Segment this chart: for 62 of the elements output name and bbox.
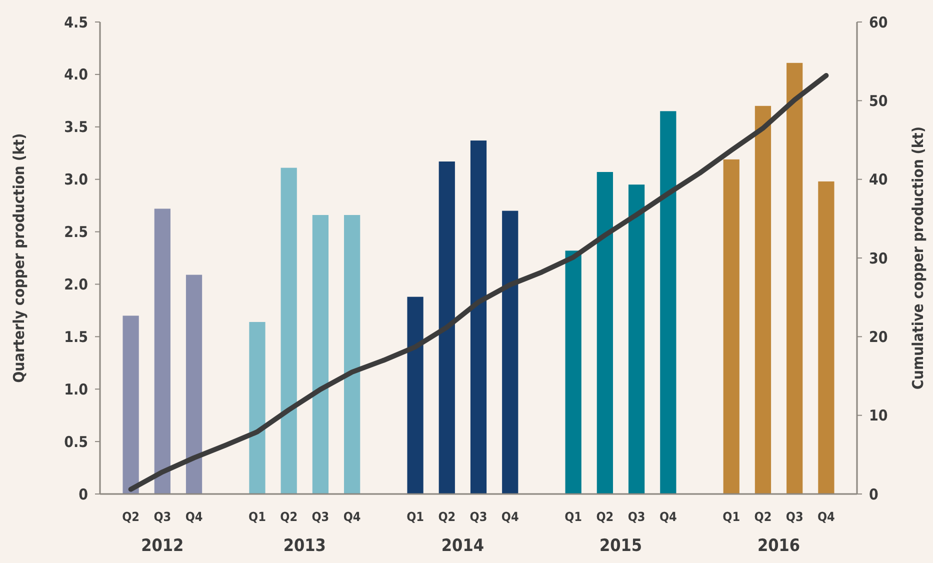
bar (660, 111, 676, 494)
text: 2014 (441, 536, 484, 556)
text: 2016 (757, 536, 800, 556)
x-tick-label: Q1 (722, 509, 740, 524)
x-tick-label: Q3 (628, 509, 646, 524)
y2-tick-label: 30 (869, 249, 888, 268)
bar (596, 172, 613, 494)
bar (628, 184, 645, 494)
x-tick-label: Q4 (343, 509, 361, 524)
bar (122, 316, 139, 494)
bar (249, 322, 266, 494)
bar (786, 62, 803, 494)
bar (154, 208, 170, 494)
x-tick-label: Q4 (501, 509, 519, 524)
y-tick-label: 2.0 (64, 275, 88, 294)
bar (407, 296, 424, 494)
x-tick-label: Q2 (438, 509, 456, 524)
bar (438, 162, 455, 494)
y-axis-title: Quarterly copper production (kt) (10, 133, 28, 383)
x-tick-label: Q1 (564, 509, 582, 524)
text: 2012 (141, 536, 184, 556)
text: 2015 (599, 536, 642, 556)
bar (754, 106, 772, 494)
x-tick-label: Q4 (185, 509, 203, 524)
x-tick-label: Q2 (596, 509, 614, 524)
bar (565, 250, 582, 494)
y-tick-label: 0.5 (64, 432, 88, 451)
bar (312, 214, 329, 494)
y-tick-label: 4.5 (64, 13, 88, 32)
text: 2013 (283, 536, 326, 556)
y2-axis-title: Cumulative copper production (kt) (909, 126, 927, 390)
y2-tick-label: 50 (869, 92, 888, 110)
x-tick-label: Q1 (406, 509, 424, 524)
bar (344, 214, 360, 494)
x-tick-label: Q4 (818, 509, 836, 524)
y2-tick-label: 40 (869, 170, 888, 189)
y-tick-label: 3.5 (64, 118, 88, 136)
y2-tick-label: 20 (869, 328, 888, 346)
y-tick-label: 0 (78, 485, 88, 504)
bar (280, 168, 297, 494)
y-tick-label: 1.0 (64, 380, 88, 398)
x-tick-label: Q3 (786, 509, 804, 524)
x-tick-label: Q3 (154, 509, 172, 524)
bar (470, 140, 487, 494)
bar (818, 181, 834, 494)
x-tick-label: Q2 (122, 509, 140, 524)
bar (186, 274, 202, 494)
x-tick-label: Q3 (470, 509, 488, 524)
y-tick-label: 4.0 (64, 66, 88, 84)
y2-tick-label: 0 (869, 485, 878, 504)
x-tick-label: Q4 (659, 509, 678, 524)
x-tick-label: Q2 (280, 509, 298, 524)
y-tick-label: 3.0 (64, 170, 88, 189)
y-tick-label: 1.5 (64, 328, 88, 346)
x-tick-label: Q1 (248, 509, 266, 524)
y-tick-label: 2.5 (64, 223, 88, 242)
bar (723, 159, 740, 494)
x-tick-label: Q3 (312, 509, 330, 524)
y2-tick-label: 60 (869, 13, 888, 32)
y2-tick-label: 10 (869, 406, 888, 425)
bar (502, 210, 518, 494)
x-tick-label: Q2 (754, 509, 772, 524)
